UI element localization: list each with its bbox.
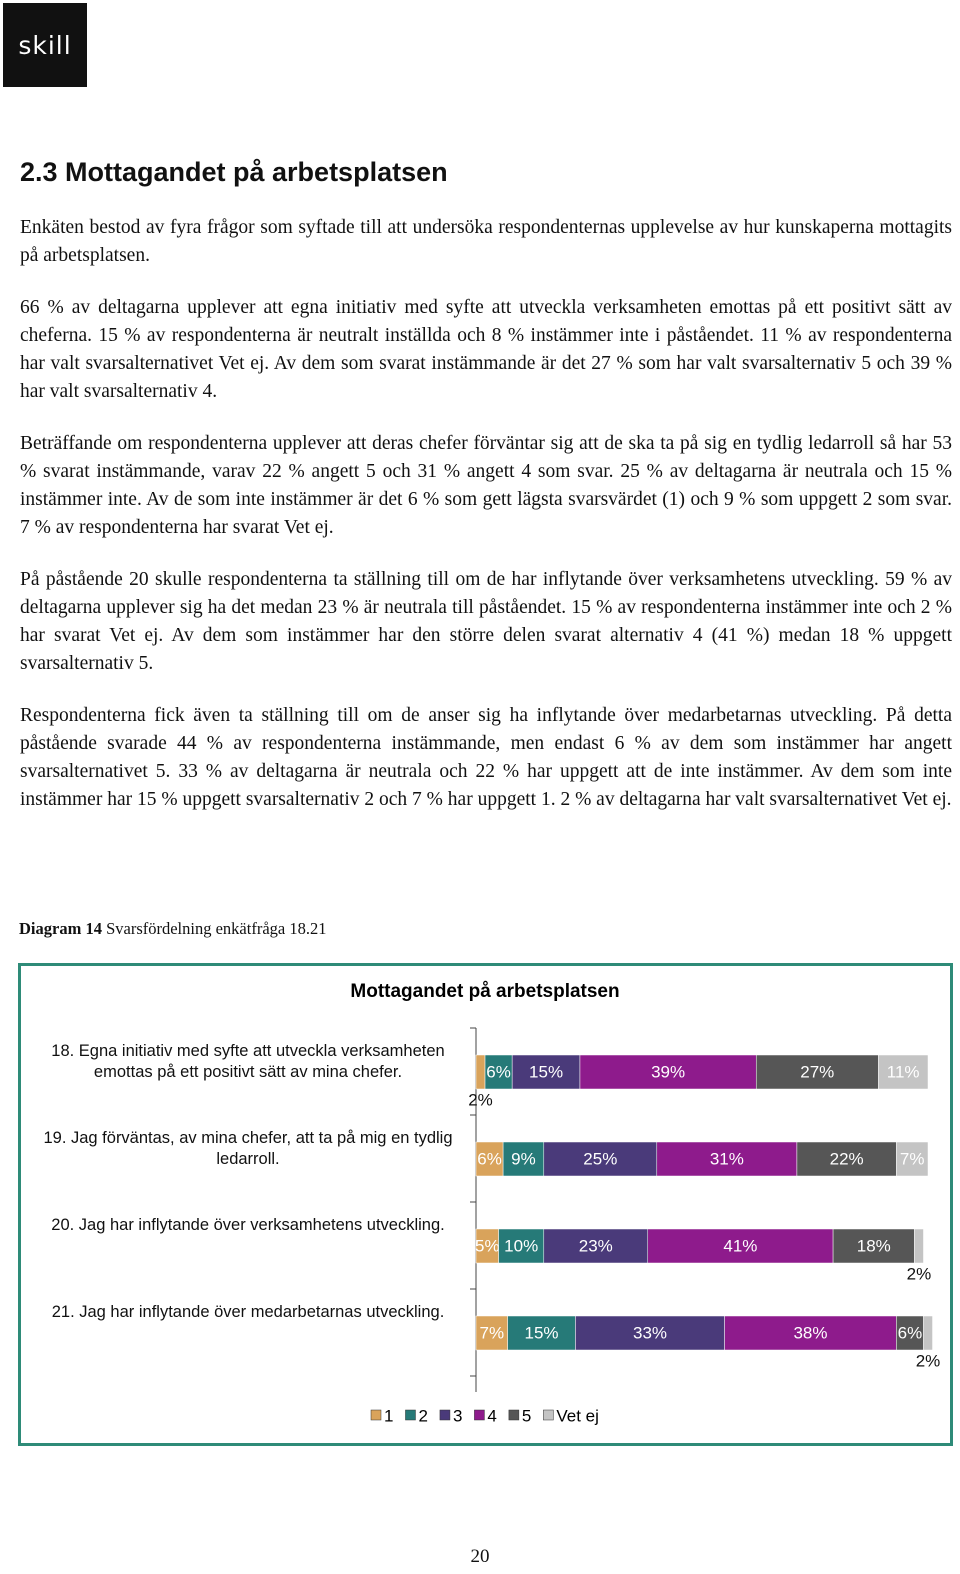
legend-label: 3 — [453, 1406, 462, 1425]
paragraph: Respondenterna fick även ta ställning ti… — [20, 705, 952, 810]
value-label: 11% — [887, 1062, 920, 1081]
bar-segment — [475, 1228, 499, 1264]
value-label: 15% — [525, 1323, 559, 1342]
legend-label: Vet ej — [556, 1406, 599, 1425]
value-label: 2% — [468, 1090, 493, 1109]
value-label: 25% — [583, 1149, 617, 1168]
value-label: 27% — [800, 1062, 834, 1081]
value-label: 22% — [830, 1149, 864, 1168]
value-label: 39% — [651, 1062, 685, 1081]
bar-segment — [923, 1315, 933, 1351]
bar-segment — [579, 1054, 757, 1090]
legend-swatch — [543, 1409, 554, 1421]
body-text: 2.3 Mottagandet på arbetsplatsen Enkäten… — [20, 152, 952, 838]
heading: 2.3 Mottagandet på arbetsplatsen — [20, 157, 448, 187]
caption-label: Diagram 14 — [19, 919, 102, 938]
bar-segment — [896, 1141, 929, 1177]
value-label: 7% — [480, 1323, 505, 1342]
legend-label: 4 — [487, 1406, 496, 1425]
legend-swatch — [405, 1409, 416, 1421]
legend-label: 1 — [384, 1406, 393, 1425]
legend-swatch — [370, 1409, 382, 1421]
bar-segment — [498, 1228, 545, 1264]
value-label: 6% — [898, 1323, 923, 1342]
bar-segment — [878, 1054, 929, 1090]
logo: skill — [3, 3, 87, 87]
value-label: 6% — [486, 1062, 511, 1081]
paragraph: På påstående 20 skulle respondenterna ta… — [20, 569, 952, 674]
value-label: 5% — [475, 1236, 500, 1255]
value-label: 9% — [511, 1149, 536, 1168]
bar-segment — [575, 1315, 725, 1351]
category-label: 18. Egna initiativ med syfte att utveckl… — [51, 1042, 445, 1081]
chart-title: Mottagandet på arbetsplatsen — [350, 981, 619, 1002]
bar-segment — [914, 1228, 924, 1264]
bar-segment — [896, 1315, 924, 1351]
value-label: 23% — [579, 1236, 613, 1255]
legend-label: 5 — [522, 1406, 531, 1425]
bar-segment — [475, 1054, 486, 1090]
bar-segment — [475, 1141, 504, 1177]
value-label: 7% — [900, 1149, 925, 1168]
bar-segment — [475, 1315, 508, 1351]
bar-segment — [647, 1228, 834, 1264]
bar-segment — [543, 1141, 658, 1177]
chart-frame — [18, 963, 953, 1446]
value-label: 38% — [793, 1323, 827, 1342]
caption: Diagram 14 Svarsfördelning enkätfråga 18… — [19, 919, 326, 939]
page-number: 20 — [470, 1546, 490, 1567]
value-label: 15% — [529, 1062, 563, 1081]
legend-swatch — [474, 1409, 485, 1421]
caption-text: Svarsfördelning enkätfråga 18.21 — [106, 919, 327, 938]
bar-segment — [656, 1141, 798, 1177]
paragraph: Enkäten bestod av fyra frågor som syftad… — [20, 217, 952, 266]
bar-segment — [796, 1141, 897, 1177]
bar-segment — [502, 1141, 545, 1177]
value-label: 10% — [504, 1236, 538, 1255]
bar-segment — [511, 1054, 581, 1090]
value-label: 6% — [477, 1149, 502, 1168]
bar-segment — [724, 1315, 897, 1351]
value-label: 2% — [907, 1264, 932, 1283]
value-label: 2% — [916, 1351, 941, 1370]
value-label: 33% — [633, 1323, 667, 1342]
legend-swatch — [439, 1409, 451, 1421]
paragraph: 66 % av deltagarna upplever att egna ini… — [20, 297, 952, 402]
bar-segment — [507, 1315, 576, 1351]
legend-label: 2 — [418, 1406, 427, 1425]
value-label: 18% — [857, 1236, 891, 1255]
bar-segment — [755, 1054, 879, 1090]
category-label: 21. Jag har inflytande över medarbetarna… — [51, 1303, 445, 1321]
value-label: 41% — [723, 1236, 757, 1255]
legend-swatch — [508, 1409, 520, 1421]
value-label: 31% — [710, 1149, 744, 1168]
category-label: 20. Jag har inflytande över verksamheten… — [51, 1216, 445, 1234]
bar-segment — [484, 1054, 513, 1090]
category-label: 19. Jag förväntas, av mina chefer, att t… — [43, 1129, 453, 1168]
bar-segment — [832, 1228, 915, 1264]
bar-segment — [543, 1228, 649, 1264]
paragraph: Beträffande om respondenterna upplever a… — [20, 433, 952, 538]
